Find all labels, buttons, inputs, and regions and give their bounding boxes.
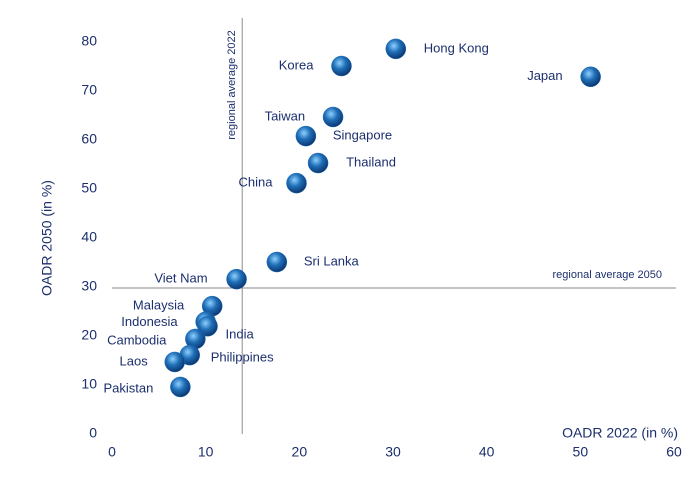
point-label: India [226,327,255,342]
point-label: Indonesia [121,314,178,329]
point [331,55,352,77]
point-label: Laos [120,353,149,368]
point [164,351,186,373]
x-tick-label: 10 [198,444,214,460]
y-axis-label: OADR 2050 (in %) [39,180,55,296]
point-label: Sri Lanka [304,253,360,268]
x-tick-label: 50 [573,444,589,460]
point-label: Philippines [211,350,274,365]
x-tick-label: 40 [479,444,495,460]
point-label: Thailand [346,154,396,169]
reference-label: regional average 2022 [226,30,238,139]
point-label: Viet Nam [154,271,207,286]
point [295,125,317,147]
y-tick-label: 50 [81,180,97,196]
point-label: Cambodia [107,332,167,347]
point-label: Taiwan [265,108,305,123]
point [322,106,344,128]
y-tick-label: 0 [89,425,97,441]
point [385,38,407,60]
point [170,376,191,398]
reference-label: regional average 2050 [553,269,662,281]
point-label: Hong Kong [424,40,489,55]
point [286,172,307,194]
y-tick-label: 60 [81,131,97,147]
point [307,152,329,174]
point [580,66,601,88]
x-tick-label: 30 [385,444,401,460]
point [226,268,247,290]
y-tick-label: 20 [81,327,97,343]
x-tick-label: 20 [292,444,308,460]
x-tick-label: 60 [666,444,682,460]
y-tick-label: 70 [81,82,97,98]
point-label: Korea [279,57,314,72]
y-tick-label: 10 [81,376,97,392]
point [197,315,218,337]
point [266,251,288,273]
y-tick-label: 80 [81,33,97,49]
point-label: Japan [527,68,562,83]
x-tick-label: 0 [108,444,116,460]
y-tick-label: 40 [81,229,97,245]
point-label: Singapore [333,128,392,143]
point-label: Malaysia [133,298,185,313]
y-tick-label: 30 [81,278,97,294]
x-axis-label: OADR 2022 (in %) [562,425,678,441]
point-label: Pakistan [104,380,154,395]
point-label: China [239,175,274,190]
